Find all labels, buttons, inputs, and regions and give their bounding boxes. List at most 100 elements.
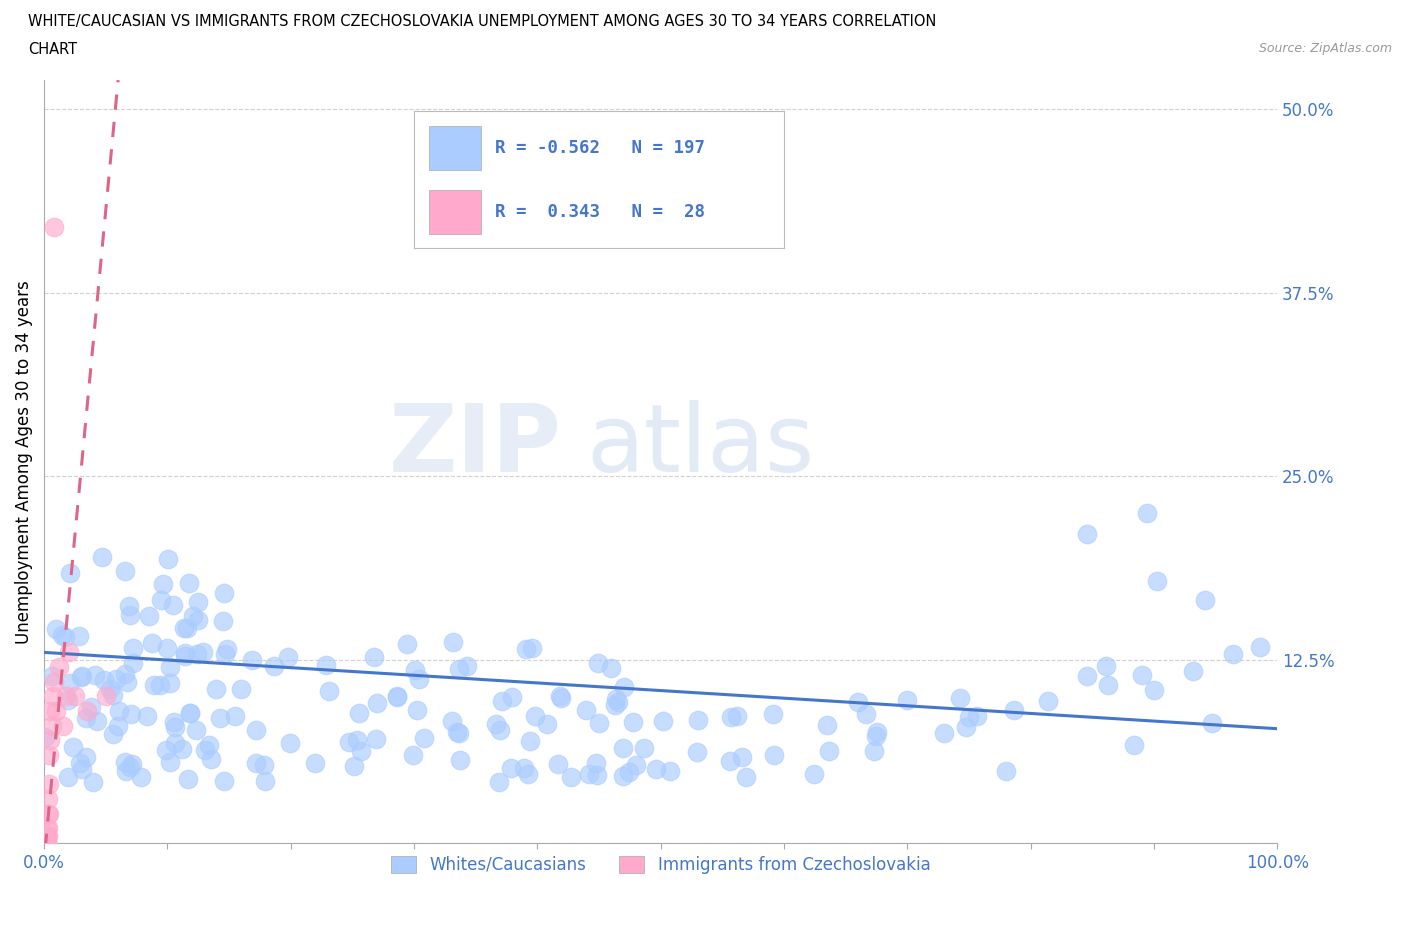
Point (735, 769, 758, 784)
Point (966, 709, 988, 724)
Point (198, 737, 221, 752)
Point (187, 594, 209, 609)
Point (215, 642, 238, 657)
Point (343, 759, 366, 774)
Point (53, 630, 76, 644)
Point (818, 743, 841, 758)
Point (347, 705, 370, 720)
Point (212, 774, 235, 789)
Point (315, 658, 337, 672)
Point (141, 635, 163, 650)
Point (441, 634, 464, 649)
Point (76, 704, 98, 719)
Text: ZIP: ZIP (389, 401, 562, 492)
Point (865, 728, 887, 743)
Point (149, 593, 172, 608)
Point (101, 726, 124, 741)
Point (42, 674, 65, 689)
Point (98, 682, 121, 697)
Point (39, 733, 62, 748)
Point (170, 741, 193, 756)
Point (242, 652, 264, 667)
Point (1135, 505, 1157, 520)
Point (863, 744, 886, 759)
Point (405, 703, 427, 718)
Point (194, 743, 217, 758)
Y-axis label: Unemployment Among Ages 30 to 34 years: Unemployment Among Ages 30 to 34 years (15, 280, 32, 644)
Point (575, 703, 598, 718)
Point (396, 637, 419, 652)
Point (633, 740, 655, 755)
Point (162, 597, 184, 612)
Point (177, 576, 200, 591)
Point (1194, 593, 1216, 608)
Point (38, 748, 60, 763)
Point (585, 767, 607, 782)
Point (949, 690, 972, 705)
Point (346, 733, 368, 748)
Point (578, 766, 600, 781)
Point (586, 656, 609, 671)
Point (1076, 526, 1098, 541)
Point (212, 614, 235, 629)
Point (177, 772, 200, 787)
Point (651, 714, 673, 729)
Text: atlas: atlas (586, 401, 815, 492)
Legend: Whites/Caucasians, Immigrants from Czechoslovakia: Whites/Caucasians, Immigrants from Czech… (384, 849, 938, 881)
Point (70, 762, 93, 777)
Point (278, 736, 301, 751)
Point (253, 758, 276, 773)
Point (619, 765, 641, 780)
Point (645, 762, 668, 777)
Point (159, 675, 181, 690)
Point (173, 621, 195, 636)
Text: CHART: CHART (28, 42, 77, 57)
Point (263, 659, 285, 674)
Point (485, 717, 508, 732)
Point (1146, 573, 1168, 588)
Point (229, 682, 252, 697)
Point (174, 648, 197, 663)
Point (159, 659, 181, 674)
Point (191, 644, 214, 659)
Point (488, 723, 510, 737)
Point (499, 760, 522, 775)
Point (1201, 716, 1223, 731)
Point (62, 739, 84, 754)
Point (94, 689, 117, 704)
Point (718, 753, 741, 768)
Point (37, 821, 59, 836)
Point (547, 756, 569, 771)
Point (186, 646, 208, 661)
Point (107, 704, 129, 719)
Point (603, 698, 626, 712)
Point (214, 647, 236, 662)
Point (621, 714, 644, 729)
Point (63, 689, 86, 704)
Point (45, 704, 67, 719)
Point (135, 708, 157, 723)
Point (159, 754, 181, 769)
Point (35, 836, 58, 851)
Point (600, 660, 623, 675)
Point (101, 687, 124, 702)
Point (118, 599, 141, 614)
Point (38, 777, 60, 792)
Point (181, 609, 204, 624)
Point (80, 699, 103, 714)
Point (803, 766, 825, 781)
Point (762, 748, 785, 763)
Point (52, 718, 75, 733)
Point (118, 759, 141, 774)
Point (957, 710, 980, 724)
Point (35, 836, 58, 851)
Point (82, 775, 104, 790)
Point (204, 681, 226, 696)
Point (35, 829, 58, 844)
Point (720, 710, 742, 724)
Point (245, 722, 267, 737)
Point (1038, 693, 1060, 708)
Point (120, 706, 142, 721)
Point (37, 806, 59, 821)
Point (42, 689, 65, 704)
